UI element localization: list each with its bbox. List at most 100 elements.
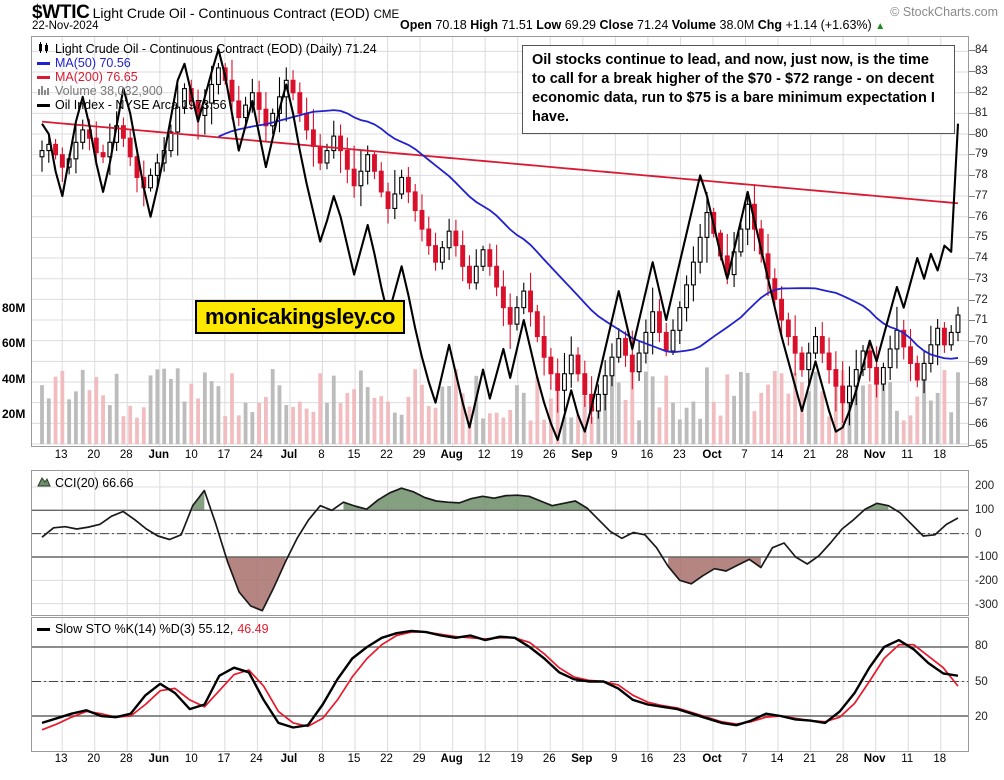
price-tick-84: 84	[975, 44, 988, 57]
date-tick-26: 26	[542, 753, 556, 765]
cci-chart-svg	[32, 471, 968, 615]
price-tick-71: 71	[975, 314, 988, 327]
date-tick-jul: Jul	[280, 449, 298, 461]
volume-value: 38.0M	[719, 18, 755, 32]
date-tick-7: 7	[741, 449, 748, 461]
date-tick-12: 12	[477, 449, 491, 461]
chart-header: $WTIC Light Crude Oil - Continuous Contra…	[0, 0, 1004, 34]
price-tick-75: 75	[975, 231, 988, 244]
price-tickmark	[969, 216, 975, 218]
price-tickmark	[969, 258, 975, 260]
price-chart-panel[interactable]	[31, 36, 969, 447]
date-tick-14: 14	[770, 753, 784, 765]
price-tickmark	[969, 382, 975, 384]
price-tickmark	[969, 445, 975, 446]
sto-legend-text: Slow STO %K(14) %D(3) 55.12,	[55, 622, 234, 636]
date-tick-aug: Aug	[440, 449, 463, 461]
price-tickmark	[969, 71, 975, 73]
ma50-swatch-icon	[37, 56, 52, 70]
date-tick-28: 28	[835, 753, 849, 765]
date-tick-20: 20	[87, 753, 101, 765]
price-tick-66: 66	[975, 418, 988, 431]
price-tick-67: 67	[975, 397, 988, 410]
ticker-symbol: $WTIC	[32, 2, 90, 23]
watermark-badge: monicakingsley.co	[195, 300, 406, 334]
date-tick-24: 24	[250, 753, 263, 765]
price-tickmark	[969, 278, 975, 280]
price-tickmark	[969, 320, 975, 322]
date-tick-22: 22	[380, 449, 393, 461]
price-tickmark	[969, 237, 975, 239]
stockcharts-logo: © StockCharts.com	[890, 5, 998, 19]
date-tick-10: 10	[184, 449, 198, 461]
date-tick-oct: Oct	[702, 449, 722, 461]
price-legend: Light Crude Oil - Continuous Contract (E…	[37, 42, 377, 112]
sto-legend: Slow STO %K(14) %D(3) 55.12, 46.49	[37, 622, 269, 636]
cci-tick--300: -300	[975, 598, 999, 611]
date-tick-sep: Sep	[571, 449, 593, 461]
price-tick-72: 72	[975, 293, 988, 306]
date-tick-jun: Jun	[148, 449, 170, 461]
volume-tick-40M: 40M	[2, 372, 26, 386]
change-label: Chg	[757, 18, 783, 32]
cci-tick--200: -200	[975, 574, 999, 587]
cci-tick-100: 100	[975, 503, 995, 516]
date-tick-8: 8	[318, 753, 325, 765]
legend-volume-row: Volume 38,032,900	[37, 84, 377, 98]
price-tick-79: 79	[975, 148, 988, 161]
annotation-textbox: Oil stocks continue to lead, and now, ju…	[522, 45, 955, 134]
price-tick-81: 81	[975, 106, 988, 119]
cci-tick--100: -100	[975, 551, 999, 564]
date-tick-nov: Nov	[863, 753, 886, 765]
date-tick-11: 11	[901, 753, 914, 765]
legend-title-row: Light Crude Oil - Continuous Contract (E…	[37, 42, 377, 56]
price-tickmark	[969, 50, 975, 52]
legend-ma200-row: MA(200) 76.65	[37, 70, 377, 84]
price-tickmark	[969, 299, 975, 301]
change-up-arrow: ▲	[875, 21, 886, 32]
cci-indicator-panel[interactable]	[31, 470, 969, 616]
price-tickmark	[969, 154, 975, 156]
change-value: +1.14 (+1.63%)	[785, 18, 872, 32]
cci-legend: CCI(20) 66.66	[37, 476, 134, 490]
price-tickmark	[969, 403, 975, 405]
date-tick-18: 18	[933, 753, 947, 765]
low-label: Low	[536, 18, 562, 32]
date-tick-sep: Sep	[571, 753, 593, 765]
date-tick-18: 18	[933, 449, 947, 461]
date-tick-21: 21	[803, 449, 816, 461]
date-tick-oct: Oct	[702, 753, 722, 765]
legend-ma200: MA(200) 76.65	[55, 70, 138, 84]
date-tick-21: 21	[803, 753, 816, 765]
sto-legend-row: Slow STO %K(14) %D(3) 55.12, 46.49	[37, 622, 269, 636]
volume-bars-icon	[37, 84, 52, 98]
price-tick-74: 74	[975, 252, 988, 265]
price-tick-77: 77	[975, 189, 988, 202]
candlestick-icon	[37, 42, 52, 56]
date-tick-13: 13	[54, 449, 68, 461]
price-tickmark	[969, 133, 975, 135]
ma200-swatch-icon	[37, 70, 52, 84]
date-tick-15: 15	[347, 449, 361, 461]
legend-ma50: MA(50) 70.56	[55, 56, 131, 70]
date-tick-14: 14	[770, 449, 784, 461]
ohlc-quote-bar: Open 70.18 High 71.51 Low 69.29 Close 71…	[400, 18, 885, 32]
sto-swatch-icon	[37, 622, 52, 636]
sto-tick-50: 50	[975, 675, 988, 688]
price-tickmark	[969, 112, 975, 114]
price-tick-82: 82	[975, 85, 988, 98]
date-tick-nov: Nov	[863, 449, 886, 461]
date-tick-16: 16	[640, 753, 654, 765]
oilindex-swatch-icon	[37, 98, 52, 112]
volume-tick-80M: 80M	[2, 301, 26, 315]
open-label: Open	[400, 18, 432, 32]
legend-oilindex-row: Oil Index - NYSE Arca 1973.56	[37, 98, 377, 112]
date-tick-9: 9	[611, 449, 618, 461]
date-tick-jul: Jul	[280, 753, 298, 765]
stochastic-indicator-panel[interactable]	[31, 617, 969, 752]
date-axis-bottom: 13 20 28 Jun 10 17 24 Jul 8 15 22 29 Aug 12 19 26 Sep 9 16…	[31, 753, 969, 773]
cci-plot-area	[32, 471, 968, 615]
symbol-title-row: $WTIC Light Crude Oil - Continuous Contra…	[32, 2, 399, 24]
high-label: High	[470, 18, 498, 32]
